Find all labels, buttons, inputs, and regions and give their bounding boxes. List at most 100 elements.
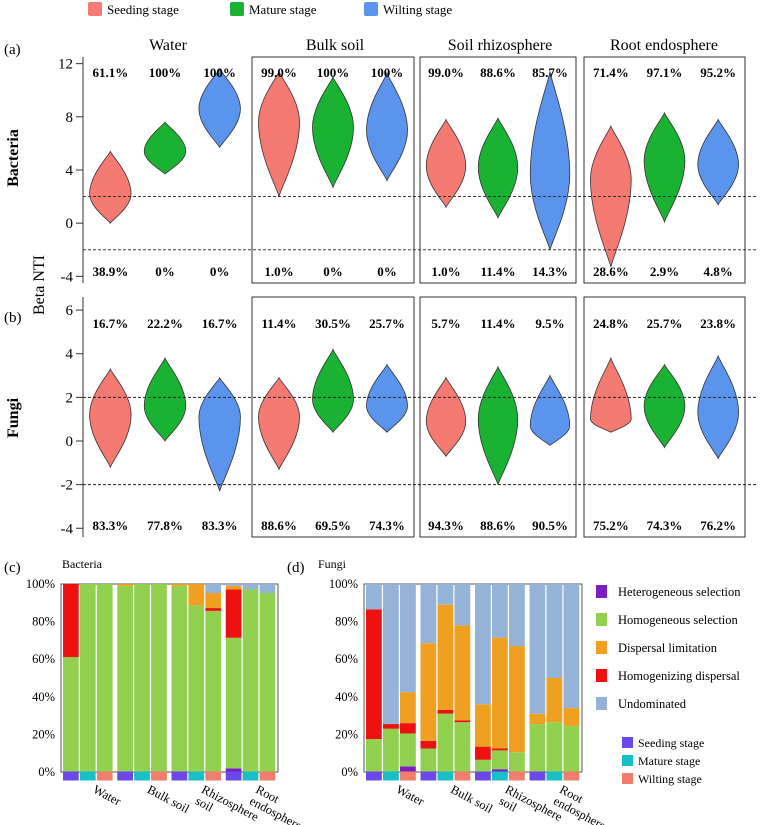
violin-soil-rhizosphere-mature [477,116,519,220]
bar-segment-water-wilting-heterogeneous-selection [399,766,416,772]
group-label-water: Water [91,782,124,809]
legend-swatch-undominated [596,697,607,710]
bar-chart-title-fungi: Fungi [318,557,347,571]
bar-segment-bulk-soil-wilting-dispersal-limitation [454,625,471,721]
y-tick-label: 20% [32,727,55,741]
y-tick-label: 100% [329,577,358,591]
stage-strip-root-endosphere-seeding [225,771,242,781]
stacked-bar-chart-bacteria: 0%20%40%60%80%100%Water Bulk soil Rhizosph… [26,577,305,825]
bar-segment-bulk-soil-seeding-homogeneous-selection [420,748,437,772]
bar-segment-root-endosphere-wilting-undominated [563,584,580,709]
bar-segment-bulk-soil-mature-dispersal-limitation [437,604,454,710]
pct-below-root-endosphere-mature: 2.9% [650,264,679,279]
bar-segment-bulk-soil-seeding-dispersal-limitation [117,584,133,586]
pct-below-root-endosphere-wilting: 76.2% [700,518,736,533]
pct-above-bulk-soil-seeding: 11.4% [261,316,296,331]
bar-segment-root-endosphere-wilting-dispersal-limitation [563,708,580,726]
stage-strip-water-seeding [63,771,79,781]
bar-segment-rhizosphere-soil-mature-dispersal-limitation [491,637,508,749]
bar-segment-rhizosphere-soil-wilting-dispersal-limitation [508,646,525,753]
pct-below-bulk-soil-mature: 0% [323,264,343,279]
stage-strip-root-endosphere-wilting [259,771,276,781]
pct-below-water-wilting: 0% [210,264,230,279]
legend-swatch-wilting-stage [622,773,633,784]
bar-segment-water-wilting-homogeneous-selection [399,733,416,767]
stage-strip-water-seeding [366,771,382,781]
violin-water-seeding [89,367,132,469]
bar-segment-root-endosphere-wilting-undominated [259,584,276,594]
pct-below-water-wilting: 83.3% [202,518,238,533]
pct-above-soil-rhizosphere-mature: 88.6% [480,65,516,80]
pct-below-soil-rhizosphere-mature: 11.4% [480,264,515,279]
bar-segment-bulk-soil-seeding-homogenizing-dispersal [420,740,437,749]
bar-segment-rhizosphere-soil-mature-homogeneous-selection [491,750,508,770]
column-title-soil-rhizosphere: Soil rhizosphere [448,37,552,54]
bar-segment-bulk-soil-mature-homogeneous-selection [437,713,454,772]
violin-root-endosphere-wilting [697,118,739,206]
bar-segment-rhizosphere-soil-mature-homogeneous-selection [188,605,205,772]
legend-label-wilting-stage: Wilting stage [638,772,702,786]
violin-water-mature [143,356,187,442]
pct-above-bulk-soil-mature: 100% [317,65,350,80]
pct-above-water-seeding: 16.7% [92,316,128,331]
legend-label-mature-stage: Mature stage [638,754,700,768]
y-tick-label: 80% [32,615,55,629]
pct-below-root-endosphere-seeding: 28.6% [593,264,629,279]
violin-soil-rhizosphere-wilting [529,374,571,446]
pct-above-water-mature: 100% [149,65,182,80]
stage-strip-root-endosphere-wilting [563,771,580,781]
violin-root-endosphere-wilting [697,354,739,460]
legend-label-homogeneous-selection: Homogeneous selection [618,613,739,627]
bar-segment-bulk-soil-mature-undominated [437,584,454,605]
y-tick-label: -2 [61,478,74,494]
legend-label-seeding-stage: Seeding stage [638,736,704,750]
y-tick-label: 0% [341,765,358,779]
pct-below-water-mature: 77.8% [147,518,183,533]
bar-segment-water-seeding-homogeneous-selection [366,739,382,772]
bar-segment-root-endosphere-wilting-homogeneous-selection [563,725,580,772]
bar-segment-bulk-soil-wilting-homogenizing-dispersal [454,720,471,723]
pct-below-bulk-soil-wilting: 74.3% [369,518,405,533]
stage-strip-root-endosphere-mature [242,771,259,781]
pct-above-water-wilting: 100% [203,65,236,80]
pct-below-water-seeding: 83.3% [92,518,128,533]
stage-strip-bulk-soil-mature [437,771,454,781]
bar-segment-rhizosphere-soil-seeding-homogeneous-selection [475,759,491,772]
panel-frame-soil-rhizosphere [419,296,577,538]
stage-strip-bulk-soil-mature [134,771,150,781]
y-tick-label: -4 [61,269,74,285]
bar-segment-bulk-soil-wilting-undominated [454,584,471,626]
plot-frame [363,583,583,773]
pct-above-root-endosphere-mature: 97.1% [647,65,683,80]
bar-segment-water-seeding-homogenizing-dispersal [366,609,382,740]
bar-segment-root-endosphere-mature-undominated [546,584,563,678]
pct-above-root-endosphere-wilting: 95.2% [700,65,736,80]
bar-segment-water-seeding-homogenizing-dispersal [63,584,79,658]
stage-strip-root-endosphere-seeding [529,771,546,781]
pct-above-root-endosphere-wilting: 23.8% [700,316,736,331]
bar-segment-water-seeding-homogeneous-selection [63,657,79,772]
bar-segment-root-endosphere-seeding-dispersal-limitation [225,585,242,590]
stage-strip-bulk-soil-seeding [117,771,133,781]
bar-segment-rhizosphere-soil-mature-heterogeneous-selection [491,769,508,772]
legend-swatch-mature-stage [622,755,633,766]
panel-label-b: (b) [4,310,22,326]
bar-segment-bulk-soil-mature-homogenizing-dispersal [437,709,454,714]
violin-soil-rhizosphere-seeding [425,376,467,458]
violin-root-endosphere-seeding [590,356,632,433]
bar-segment-root-endosphere-seeding-homogeneous-selection [225,637,242,769]
bar-segment-rhizosphere-soil-seeding-dispersal-limitation [171,584,188,586]
bar-segment-rhizosphere-soil-seeding-dispersal-limitation [475,704,491,747]
legend-label-dispersal-limitation: Dispersal limitation [618,641,718,655]
stage-strip-rhizosphere-soil-seeding [475,771,491,781]
legend-label-seeding: Seeding stage [107,2,179,17]
legend-swatch-seeding [88,2,102,16]
violin-soil-rhizosphere-mature [477,365,519,485]
pct-above-bulk-soil-seeding: 99.0% [261,65,297,80]
pct-below-root-endosphere-seeding: 75.2% [593,518,629,533]
pct-below-soil-rhizosphere-seeding: 94.3% [428,518,464,533]
y-tick-label: 20% [335,727,358,741]
bar-segment-root-endosphere-seeding-heterogeneous-selection [225,768,242,772]
column-title-bulk-soil: Bulk soil [306,37,365,54]
